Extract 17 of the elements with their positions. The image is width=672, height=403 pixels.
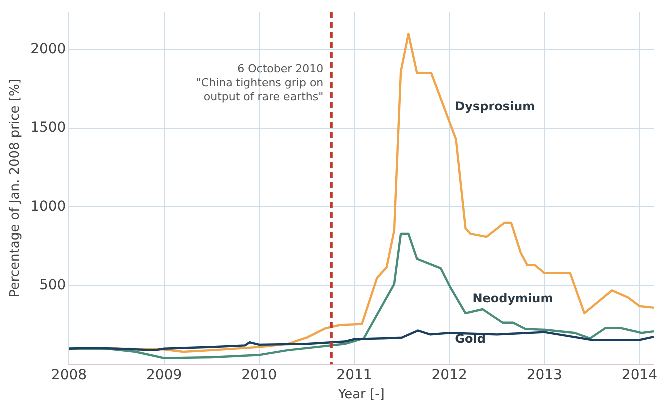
y-tick-label: 1000 <box>30 198 66 215</box>
y-tick-label: 500 <box>39 278 66 294</box>
y-axis-title: Percentage of Jan. 2008 price [%] <box>8 79 24 298</box>
x-tick-label: 2010 <box>242 368 278 384</box>
x-axis-title: Year [-] <box>337 388 385 403</box>
x-tick-label: 2012 <box>432 368 468 384</box>
x-tick-label: 2011 <box>336 368 372 384</box>
y-tick-label: 2000 <box>30 41 66 58</box>
series-label: Neodymium <box>472 291 554 306</box>
x-tick-label: 2008 <box>51 368 88 384</box>
x-tick-label: 2009 <box>146 368 182 384</box>
ref-line-label: 6 October 2010 "China tightens grip on output of rare earths" <box>196 62 324 104</box>
x-tick-label: 2014 <box>622 368 658 384</box>
x-tick-label: 2013 <box>526 368 562 384</box>
series-label: Gold <box>455 332 486 346</box>
series-label: Dysprosium <box>455 99 536 114</box>
y-tick-label: 1500 <box>30 120 66 136</box>
